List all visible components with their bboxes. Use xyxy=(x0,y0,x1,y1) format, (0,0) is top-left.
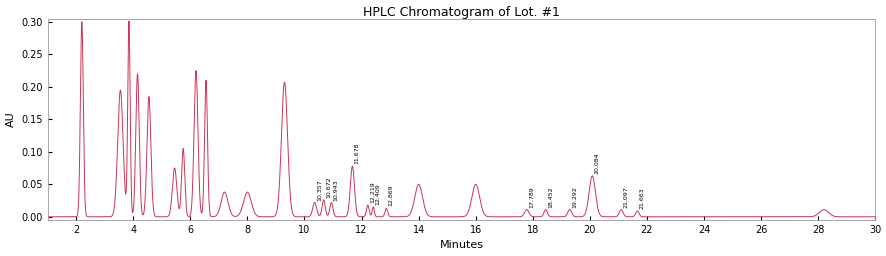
Title: HPLC Chromatogram of Lot. #1: HPLC Chromatogram of Lot. #1 xyxy=(362,6,559,18)
Text: 12.409: 12.409 xyxy=(375,183,380,205)
Text: 19.292: 19.292 xyxy=(571,186,576,208)
Text: 18.452: 18.452 xyxy=(548,186,552,208)
Text: 17.789: 17.789 xyxy=(528,186,533,208)
Text: 21.097: 21.097 xyxy=(623,186,628,208)
Text: 11.678: 11.678 xyxy=(354,143,359,164)
Text: 10.943: 10.943 xyxy=(333,179,338,200)
Text: 12.869: 12.869 xyxy=(388,185,393,206)
Text: 12.219: 12.219 xyxy=(369,182,375,203)
Text: 21.663: 21.663 xyxy=(639,187,644,209)
Text: 10.357: 10.357 xyxy=(316,179,322,200)
Text: 10.672: 10.672 xyxy=(325,176,330,198)
Text: 20.084: 20.084 xyxy=(594,152,599,174)
Y-axis label: AU: AU xyxy=(5,111,16,127)
X-axis label: Minutes: Minutes xyxy=(439,240,483,250)
